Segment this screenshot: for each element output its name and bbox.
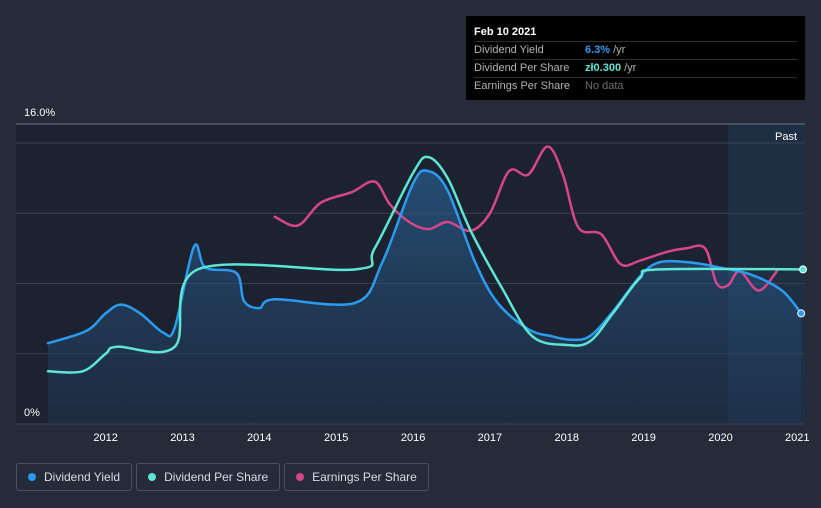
y-axis-top-label: 16.0% (24, 107, 55, 119)
y-axis-bottom-label: 0% (24, 407, 40, 419)
x-tick-label: 2021 (785, 432, 809, 444)
legend-dot-icon (148, 473, 157, 481)
legend-item-dividend-yield[interactable]: Dividend Yield (16, 463, 133, 491)
tooltip-date: Feb 10 2021 (474, 26, 537, 38)
x-tick-label: 2012 (93, 432, 117, 444)
tooltip-label: Earnings Per Share (474, 80, 570, 92)
legend-label: Dividend Per Share (164, 470, 269, 484)
x-tick-label: 2017 (478, 432, 502, 444)
x-tick-label: 2014 (247, 432, 271, 444)
past-label: Past (775, 131, 797, 143)
x-tick-label: 2018 (555, 432, 579, 444)
tooltip-label: Dividend Per Share (474, 62, 570, 74)
tooltip-row-yield: Dividend Yield 6.3% /yr (474, 41, 797, 59)
tooltip-unit: /yr (624, 62, 637, 74)
end-marker-yield (797, 309, 806, 318)
legend-label: Dividend Yield (44, 470, 121, 484)
tooltip-label: Dividend Yield (474, 44, 544, 56)
legend-label: Earnings Per Share (312, 470, 417, 484)
legend-item-earnings-per-share[interactable]: Earnings Per Share (284, 463, 429, 491)
legend-item-dividend-per-share[interactable]: Dividend Per Share (136, 463, 281, 491)
x-tick-label: 2016 (401, 432, 425, 444)
series-lines (46, 145, 807, 374)
legend-dot-icon (296, 473, 305, 481)
x-axis-ticks: 2012 2013 2014 2015 2016 2017 2018 2019 2020 2021 (93, 432, 809, 444)
series-line-eps (273, 145, 780, 292)
end-marker-dps (799, 265, 807, 274)
tooltip-value: zł0.300 (585, 62, 622, 74)
x-tick-label: 2013 (170, 432, 194, 444)
x-tick-label: 2019 (631, 432, 655, 444)
x-tick-label: 2015 (324, 432, 348, 444)
tooltip-value: No data (585, 80, 624, 92)
x-tick-label: 2020 (708, 432, 732, 444)
tooltip-row-dps: Dividend Per Share zł0.300 /yr (474, 59, 797, 77)
end-markers (797, 265, 807, 318)
series-line-dps (46, 155, 807, 374)
tooltip-row-eps: Earnings Per Share No data (474, 77, 797, 95)
tooltip-value: 6.3% (585, 44, 611, 56)
legend: Dividend Yield Dividend Per Share Earnin… (16, 463, 429, 491)
legend-dot-icon (28, 473, 36, 481)
tooltip-panel: Feb 10 2021 Dividend Yield 6.3% /yr Divi… (466, 16, 805, 100)
tooltip-unit: /yr (613, 44, 626, 56)
dividend-yield-area (48, 170, 802, 424)
series-line-yield (46, 169, 803, 345)
